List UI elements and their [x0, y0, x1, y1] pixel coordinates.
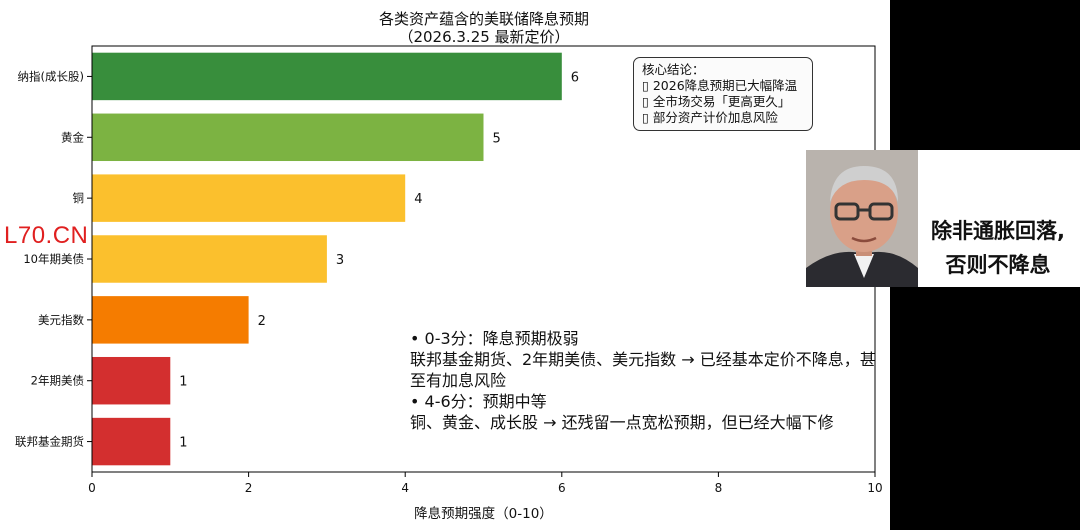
speaker-portrait	[806, 150, 918, 287]
y-tick-label: 2年期美债	[31, 374, 84, 388]
note-line: 联邦基金期货、2年期美债、美元指数 → 已经基本定价不降息，甚至有加息风险	[410, 350, 876, 390]
x-tick-label: 6	[558, 481, 566, 495]
value-label: 5	[493, 131, 501, 146]
y-tick-label: 联邦基金期货	[15, 435, 84, 449]
note-line: • 0-3分：降息预期极弱	[410, 329, 579, 348]
x-axis-label: 降息预期强度（0-10）	[414, 505, 553, 522]
x-tick-label: 0	[88, 481, 96, 495]
bar	[92, 113, 484, 162]
value-label: 3	[336, 253, 344, 268]
conclusion-title: 核心结论：	[642, 62, 705, 77]
value-label: 4	[414, 192, 422, 207]
bar	[92, 235, 327, 283]
bar	[92, 174, 406, 222]
chart-title: 各类资产蕴含的美联储降息预期	[379, 10, 589, 28]
conclusion-item: ▯ 全市场交易「更高更久」	[642, 94, 791, 109]
value-label: 2	[258, 314, 266, 329]
notes-annotation: • 0-3分：降息预期极弱 联邦基金期货、2年期美债、美元指数 → 已经基本定价…	[410, 328, 880, 433]
conclusion-item: ▯ 部分资产计价加息风险	[642, 110, 778, 125]
conclusion-item: ▯ 2026降息预期已大幅降温	[642, 78, 798, 93]
x-tick-label: 4	[401, 481, 409, 495]
bar-chart: 各类资产蕴含的美联储降息预期（2026.3.25 最新定价） 6 纳指(成长股) 5 黄…	[15, 10, 883, 522]
watermark: L70.CN	[4, 222, 89, 249]
bar	[92, 417, 171, 466]
y-tick-label: 纳指(成长股)	[18, 69, 84, 83]
y-tick-label: 黄金	[61, 130, 84, 144]
value-label: 1	[179, 436, 187, 451]
x-tick-label: 8	[715, 481, 723, 495]
photo-caption: 除非通胀回落, 否则不降息	[931, 219, 1065, 277]
x-tick-label: 2	[245, 481, 253, 495]
value-label: 6	[571, 70, 579, 85]
chart-subtitle: （2026.3.25 最新定价）	[398, 28, 569, 46]
value-label: 1	[179, 375, 187, 390]
y-tick-label: 铜	[73, 191, 85, 205]
speaker-photo-panel: 除非通胀回落, 否则不降息	[806, 150, 1080, 287]
note-line: • 4-6分：预期中等	[410, 392, 547, 411]
chart-canvas: 各类资产蕴含的美联储降息预期 （2026.3.25 最新定价） 6 纳指(成长股) 5 黄…	[0, 0, 890, 530]
bar	[92, 52, 562, 101]
bar	[92, 356, 171, 405]
conclusion-box: 核心结论： ▯ 2026降息预期已大幅降温 ▯ 全市场交易「更高更久」 ▯ 部分…	[633, 57, 813, 131]
x-tick-label: 10	[867, 481, 882, 495]
y-tick-label: 美元指数	[38, 313, 84, 327]
bar	[92, 296, 249, 344]
y-tick-label: 10年期美债	[23, 252, 84, 266]
note-line: 铜、黄金、成长股 → 还残留一点宽松预期，但已经大幅下修	[410, 413, 834, 432]
